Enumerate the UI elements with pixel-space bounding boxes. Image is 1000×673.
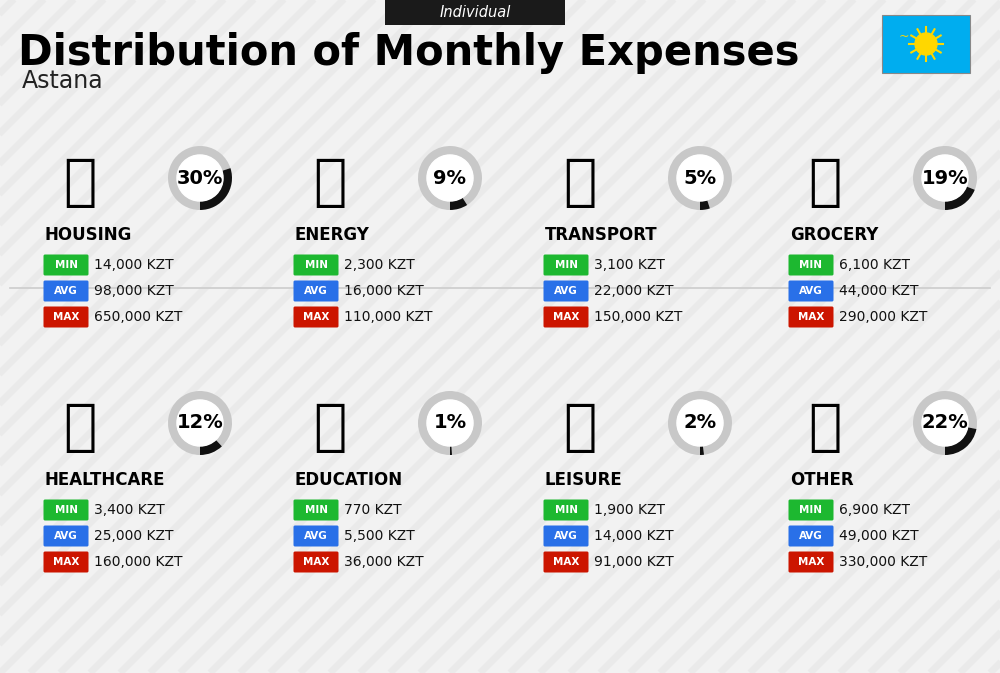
FancyBboxPatch shape [544, 254, 588, 275]
Text: 290,000 KZT: 290,000 KZT [839, 310, 927, 324]
Text: EDUCATION: EDUCATION [295, 471, 403, 489]
Wedge shape [450, 197, 467, 210]
Text: MIN: MIN [800, 505, 822, 515]
Text: 25,000 KZT: 25,000 KZT [94, 529, 174, 543]
FancyBboxPatch shape [44, 499, 88, 520]
Circle shape [922, 155, 968, 201]
Wedge shape [168, 146, 230, 210]
Text: 🎓: 🎓 [313, 401, 347, 455]
Text: 22%: 22% [922, 413, 968, 433]
FancyBboxPatch shape [44, 526, 88, 546]
Text: 650,000 KZT: 650,000 KZT [94, 310, 182, 324]
Text: HEALTHCARE: HEALTHCARE [45, 471, 166, 489]
Text: AVG: AVG [799, 531, 823, 541]
FancyBboxPatch shape [294, 281, 338, 302]
FancyBboxPatch shape [294, 254, 338, 275]
Text: 98,000 KZT: 98,000 KZT [94, 284, 174, 298]
Text: AVG: AVG [554, 531, 578, 541]
Circle shape [427, 400, 473, 446]
Text: MAX: MAX [798, 557, 824, 567]
Text: TRANSPORT: TRANSPORT [545, 226, 658, 244]
Text: 🔌: 🔌 [313, 156, 347, 210]
Text: 9%: 9% [434, 168, 466, 188]
Text: 3,100 KZT: 3,100 KZT [594, 258, 665, 272]
Text: 12%: 12% [177, 413, 223, 433]
Text: OTHER: OTHER [790, 471, 854, 489]
Text: Distribution of Monthly Expenses: Distribution of Monthly Expenses [18, 32, 800, 74]
FancyBboxPatch shape [544, 281, 588, 302]
Text: 49,000 KZT: 49,000 KZT [839, 529, 919, 543]
FancyBboxPatch shape [788, 526, 834, 546]
Text: GROCERY: GROCERY [790, 226, 878, 244]
Text: MAX: MAX [553, 557, 579, 567]
FancyBboxPatch shape [385, 0, 565, 25]
Text: 🛍: 🛍 [563, 401, 597, 455]
Wedge shape [418, 146, 482, 210]
Text: 91,000 KZT: 91,000 KZT [594, 555, 674, 569]
Text: AVG: AVG [554, 286, 578, 296]
Text: AVG: AVG [54, 286, 78, 296]
FancyBboxPatch shape [788, 306, 834, 328]
Circle shape [177, 155, 223, 201]
Text: 19%: 19% [922, 168, 968, 188]
Text: MAX: MAX [553, 312, 579, 322]
Text: ENERGY: ENERGY [295, 226, 370, 244]
Text: 5%: 5% [683, 168, 717, 188]
Text: 🛒: 🛒 [808, 156, 842, 210]
Text: 22,000 KZT: 22,000 KZT [594, 284, 674, 298]
FancyBboxPatch shape [294, 551, 338, 573]
FancyBboxPatch shape [44, 306, 88, 328]
FancyBboxPatch shape [44, 281, 88, 302]
Text: 30%: 30% [177, 168, 223, 188]
Text: AVG: AVG [304, 531, 328, 541]
Text: 2%: 2% [683, 413, 717, 433]
Text: 14,000 KZT: 14,000 KZT [94, 258, 174, 272]
Wedge shape [668, 146, 732, 210]
Text: 110,000 KZT: 110,000 KZT [344, 310, 432, 324]
Text: MAX: MAX [303, 557, 329, 567]
Text: MIN: MIN [554, 505, 578, 515]
Text: MIN: MIN [54, 505, 78, 515]
FancyBboxPatch shape [788, 551, 834, 573]
Wedge shape [945, 186, 975, 210]
Text: ~: ~ [899, 30, 909, 42]
Text: 16,000 KZT: 16,000 KZT [344, 284, 424, 298]
FancyBboxPatch shape [294, 526, 338, 546]
Wedge shape [913, 391, 977, 455]
Text: MAX: MAX [303, 312, 329, 322]
Text: 14,000 KZT: 14,000 KZT [594, 529, 674, 543]
FancyBboxPatch shape [788, 281, 834, 302]
Text: 6,900 KZT: 6,900 KZT [839, 503, 910, 517]
Text: Astana: Astana [22, 69, 104, 93]
Wedge shape [668, 391, 732, 455]
Text: AVG: AVG [54, 531, 78, 541]
Circle shape [177, 400, 223, 446]
Text: 150,000 KZT: 150,000 KZT [594, 310, 682, 324]
Text: 5,500 KZT: 5,500 KZT [344, 529, 415, 543]
Circle shape [427, 155, 473, 201]
FancyBboxPatch shape [294, 499, 338, 520]
Wedge shape [200, 168, 232, 210]
Text: 770 KZT: 770 KZT [344, 503, 402, 517]
Wedge shape [168, 391, 232, 455]
Text: MAX: MAX [53, 557, 79, 567]
Circle shape [677, 400, 723, 446]
Text: HOUSING: HOUSING [45, 226, 132, 244]
Circle shape [677, 155, 723, 201]
Text: MIN: MIN [554, 260, 578, 270]
Circle shape [915, 33, 937, 55]
Circle shape [922, 400, 968, 446]
Text: 1,900 KZT: 1,900 KZT [594, 503, 665, 517]
Text: 2,300 KZT: 2,300 KZT [344, 258, 415, 272]
Text: 💊: 💊 [63, 401, 97, 455]
Wedge shape [700, 200, 710, 210]
FancyBboxPatch shape [544, 499, 588, 520]
FancyBboxPatch shape [544, 306, 588, 328]
Text: MIN: MIN [54, 260, 78, 270]
Text: 🏢: 🏢 [63, 156, 97, 210]
FancyBboxPatch shape [44, 551, 88, 573]
Text: LEISURE: LEISURE [545, 471, 623, 489]
Text: 330,000 KZT: 330,000 KZT [839, 555, 927, 569]
Wedge shape [945, 427, 976, 455]
